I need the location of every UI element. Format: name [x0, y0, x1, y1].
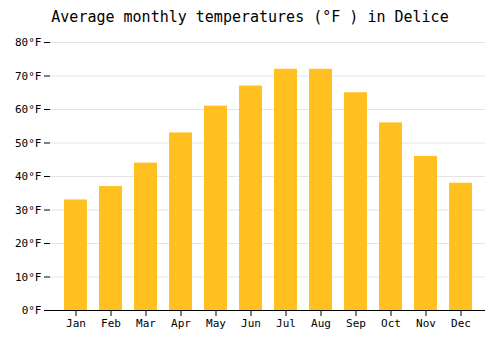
svg-text:70°F: 70°F [15, 70, 42, 83]
svg-text:Nov: Nov [416, 317, 436, 330]
svg-text:May: May [206, 317, 226, 330]
svg-text:Dec: Dec [451, 317, 471, 330]
svg-text:0°F: 0°F [22, 304, 42, 317]
svg-text:40°F: 40°F [15, 170, 42, 183]
svg-text:Jan: Jan [66, 317, 86, 330]
html-text:Average monthly temperatures (: Average monthly temperatures (°F ) in De… [51, 8, 449, 26]
svg-text:Jul: Jul [276, 317, 296, 330]
svg-text:Jun: Jun [241, 317, 261, 330]
svg-text:Mar: Mar [136, 317, 156, 330]
svg-text:Sep: Sep [346, 317, 366, 330]
svg-text:60°F: 60°F [15, 103, 42, 116]
svg-text:10°F: 10°F [15, 271, 42, 284]
svg-text:20°F: 20°F [15, 237, 42, 250]
svg-text:Feb: Feb [101, 317, 121, 330]
svg-text:Oct: Oct [381, 317, 401, 330]
svg-text:50°F: 50°F [15, 137, 42, 150]
svg-text:Apr: Apr [171, 317, 191, 330]
svg-text:30°F: 30°F [15, 204, 42, 217]
svg-text:80°F: 80°F [15, 36, 42, 49]
svg-text:Aug: Aug [311, 317, 331, 330]
